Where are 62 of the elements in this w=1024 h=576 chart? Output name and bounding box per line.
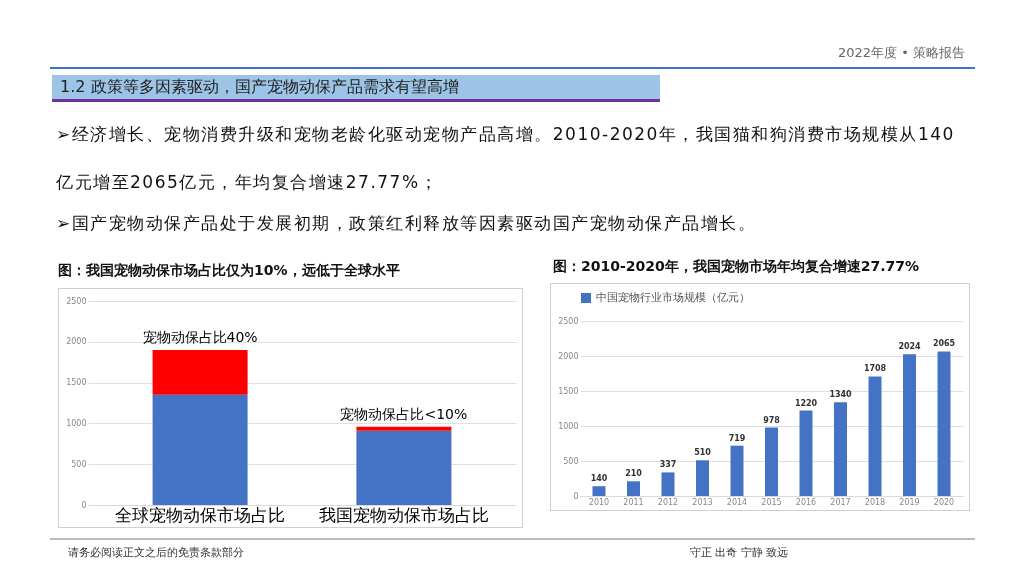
x-tick-label: 我国宠物动保市场占比 <box>318 504 489 525</box>
bar <box>152 349 248 395</box>
x-tick-label: 全球宠物动保市场占比 <box>115 504 286 525</box>
bar <box>695 460 709 496</box>
x-tick-label: 2017 <box>830 497 851 507</box>
y-tick-label: 2000 <box>66 337 87 347</box>
y-tick-label: 2500 <box>558 316 579 326</box>
x-tick-label: 2012 <box>657 497 679 507</box>
bar <box>937 351 951 496</box>
bar <box>799 410 813 496</box>
y-tick-label: 0 <box>81 500 87 510</box>
data-label: 1708 <box>863 364 887 374</box>
bar <box>356 426 452 431</box>
bar <box>730 445 744 496</box>
data-label: 337 <box>659 460 677 470</box>
x-tick-label: 2013 <box>692 497 713 507</box>
text: 1.2 政策等多因素驱动，国产宠物动保产品需求有望高增 <box>52 75 660 102</box>
text: 2022年度 • 策略报告 <box>836 44 965 62</box>
legend-label: 中国宠物行业市场规模（亿元） <box>596 291 750 304</box>
y-tick-label: 1000 <box>558 421 579 431</box>
data-label: 2024 <box>898 342 922 352</box>
bar <box>356 430 452 505</box>
annotation: 宠物动保占比<10% <box>340 405 468 422</box>
x-tick-label: 2011 <box>623 497 644 507</box>
x-tick-label: 2016 <box>795 497 817 507</box>
data-label: 140 <box>590 474 608 484</box>
annotation: 宠物动保占比40% <box>142 328 258 345</box>
bar <box>903 354 917 496</box>
y-tick-label: 0 <box>573 491 579 501</box>
y-tick-label: 500 <box>563 456 579 466</box>
text: ➢国产宠物动保产品处于发展初期，政策红利释放等因素驱动国产宠物动保产品增长。 <box>56 212 758 235</box>
data-label: 510 <box>694 448 712 458</box>
text: 请务必阅读正文之后的免责条款部分 <box>68 545 244 560</box>
bar <box>661 472 675 496</box>
data-label: 2065 <box>932 339 956 349</box>
bar <box>834 402 848 496</box>
x-tick-label: 2019 <box>899 497 920 507</box>
y-tick-label: 500 <box>71 459 87 469</box>
x-tick-label: 2015 <box>761 497 782 507</box>
chart-title: 图：我国宠物动保市场占比仅为10%，远低于全球水平 <box>58 262 401 280</box>
data-label: 719 <box>728 433 746 443</box>
data-label: 1220 <box>794 398 818 408</box>
y-tick-label: 1500 <box>66 378 87 388</box>
bar <box>765 427 778 496</box>
text: ➢经济增长、宠物消费升级和宠物老龄化驱动宠物产品高增。2010-2020年，我国猫和狗消费市场规模从140亿元增至2065亿元，年均复合增速27.77%； <box>56 124 955 192</box>
bar <box>626 481 640 496</box>
y-tick-label: 1000 <box>66 418 87 428</box>
y-tick-label: 2500 <box>66 296 87 306</box>
chart-title: 图：2010-2020年，我国宠物市场年均复合增速27.77% <box>553 258 921 276</box>
x-tick-label: 2018 <box>864 497 886 507</box>
bar <box>868 376 882 496</box>
data-label: 978 <box>763 415 781 425</box>
data-label: 210 <box>625 469 643 479</box>
x-tick-label: 2014 <box>726 497 748 507</box>
text: 守正 出奇 宁静 致远 <box>690 545 789 560</box>
x-tick-label: 2020 <box>933 497 955 507</box>
y-tick-label: 2000 <box>558 351 579 361</box>
y-tick-label: 1500 <box>558 386 579 396</box>
bar <box>592 486 606 496</box>
bar <box>152 394 248 505</box>
x-tick-label: 2010 <box>588 497 610 507</box>
data-label: 1340 <box>829 390 853 400</box>
